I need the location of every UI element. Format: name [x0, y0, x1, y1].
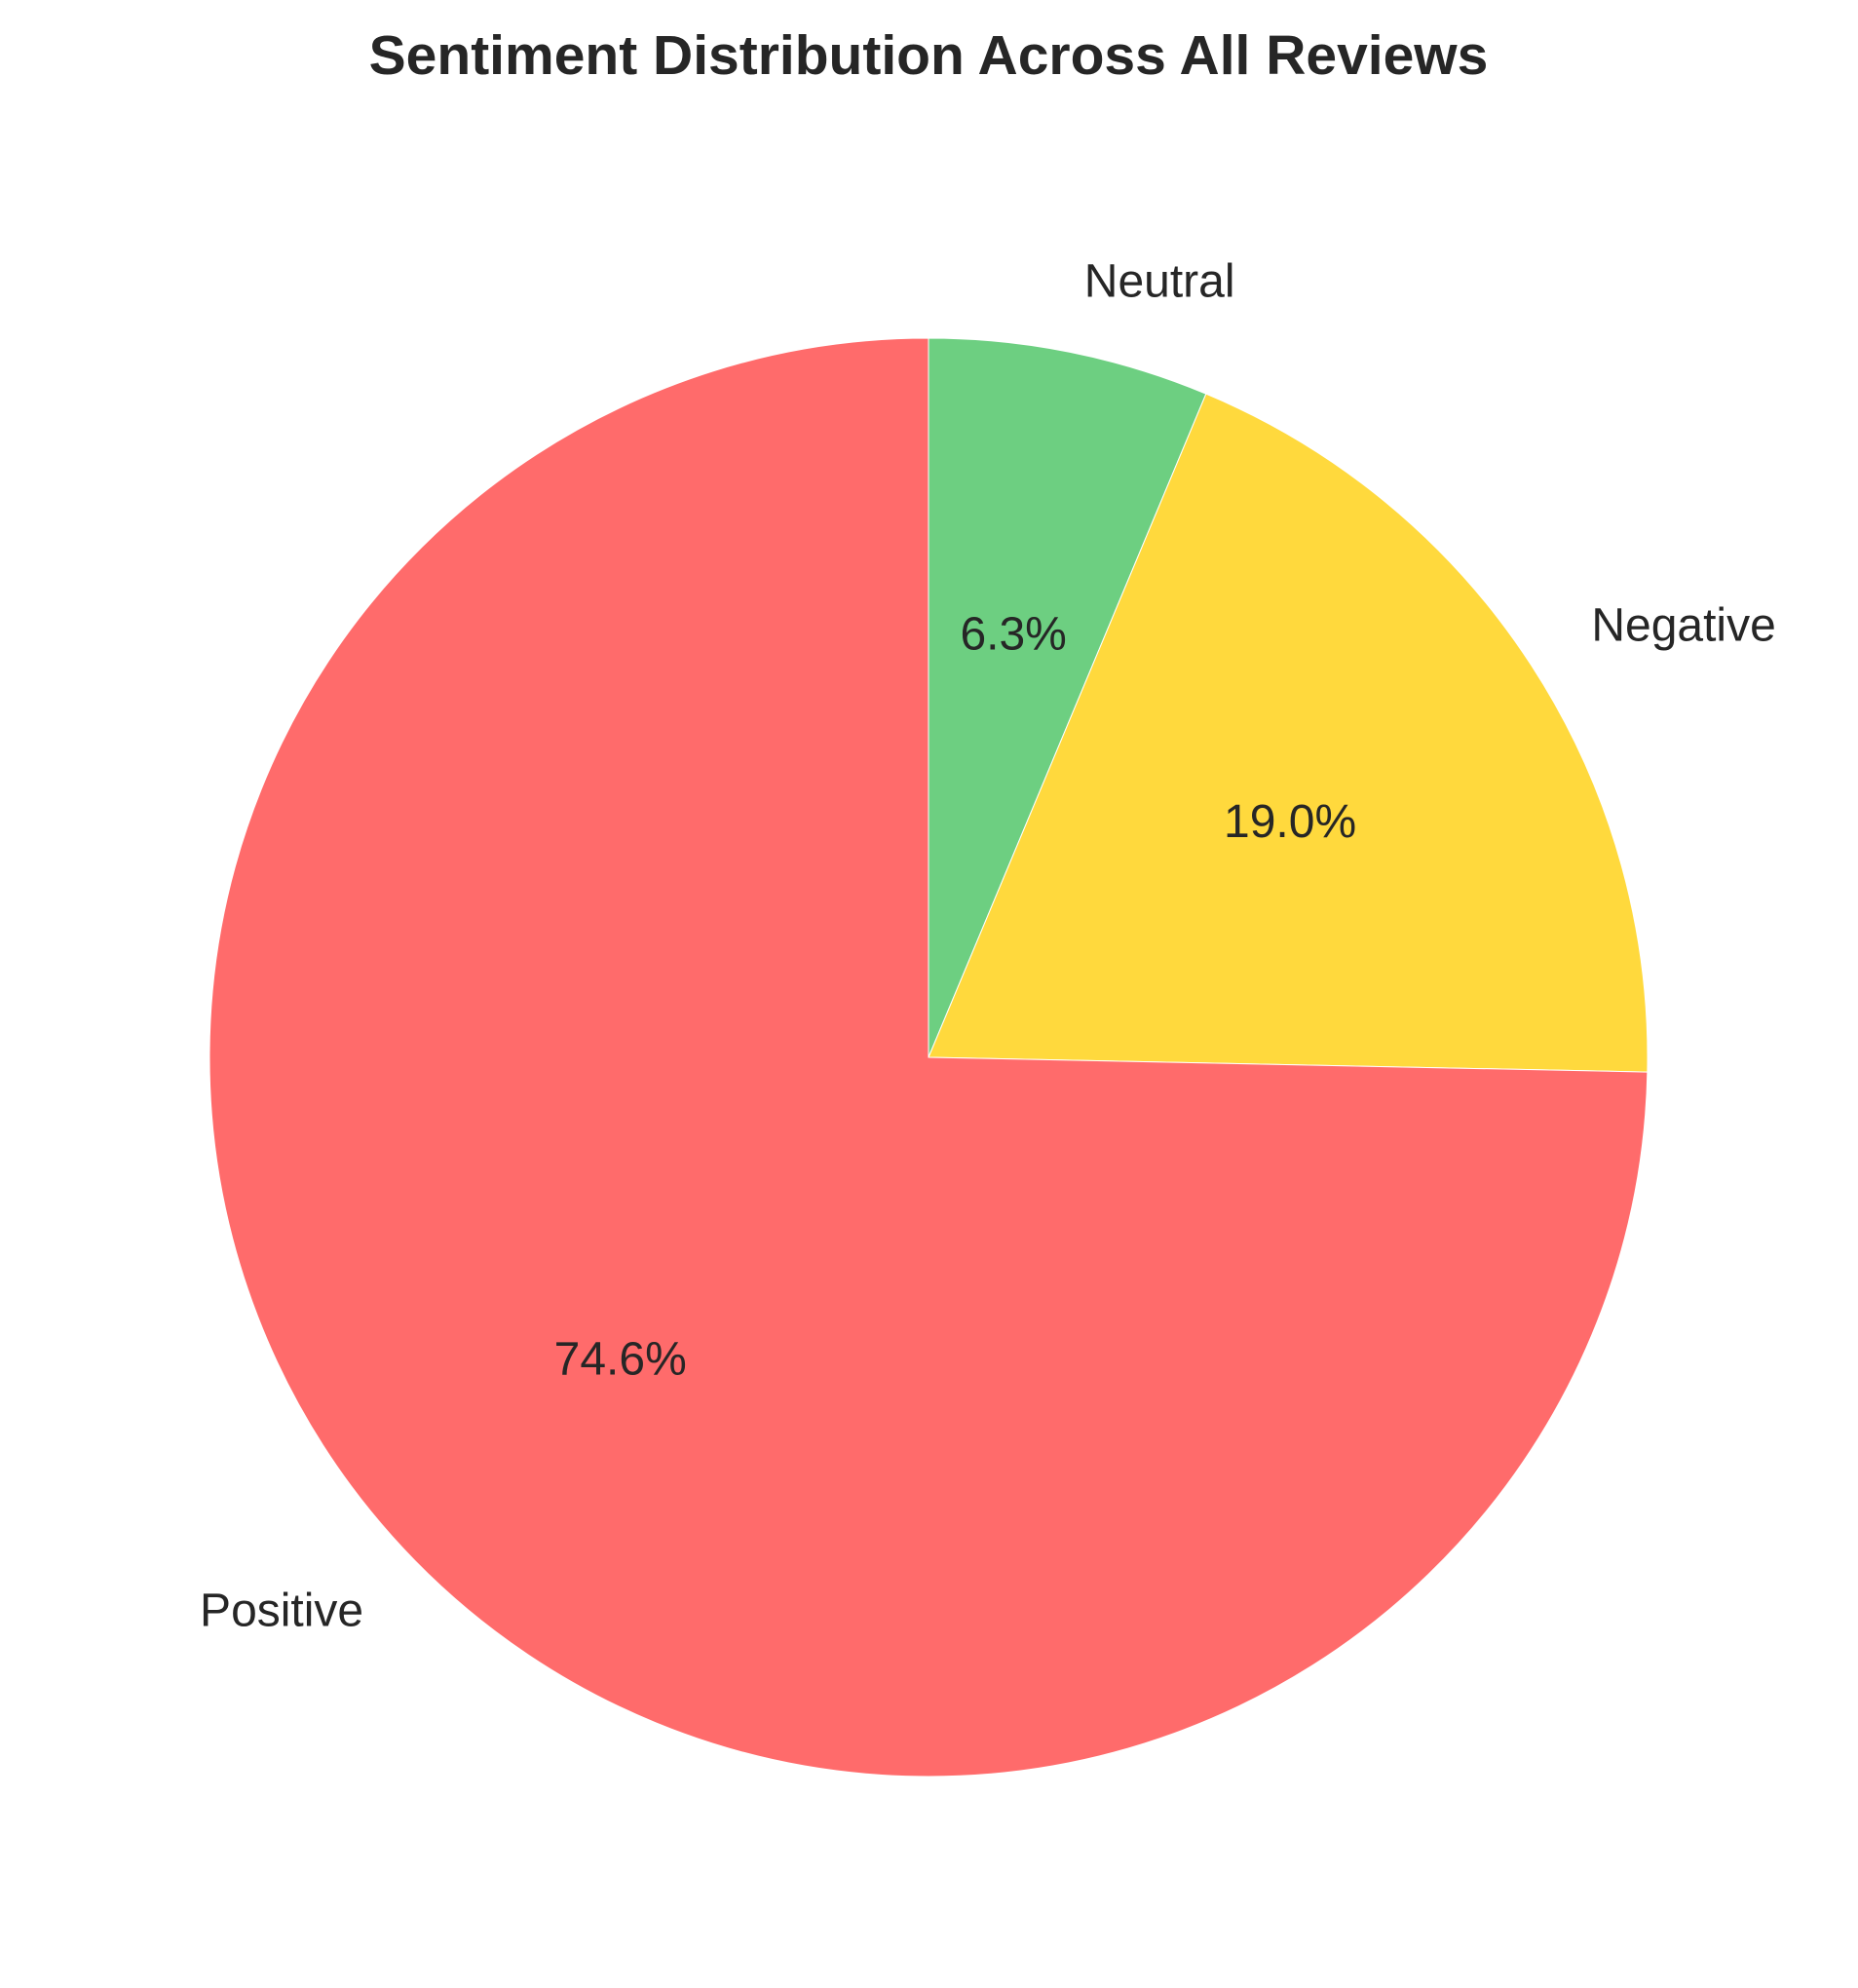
- pct-label-positive: 74.6%: [554, 1333, 687, 1385]
- pie-slices: [209, 337, 1649, 1778]
- slice-label-neutral: Neutral: [1084, 256, 1235, 308]
- chart-title: Sentiment Distribution Across All Review…: [369, 24, 1489, 87]
- slice-label-positive: Positive: [200, 1586, 363, 1637]
- pie-slice-neutral: [928, 337, 1207, 1058]
- pct-label-negative: 19.0%: [1224, 796, 1356, 848]
- pct-label-neutral: 6.3%: [960, 608, 1066, 660]
- pie-labels: Neutral 6.3% Negative 19.0% Positive 74.6%: [200, 256, 1776, 1637]
- pie-slice-positive: [209, 337, 1649, 1778]
- pie-slice-negative: [928, 393, 1649, 1073]
- slice-label-negative: Negative: [1591, 600, 1775, 652]
